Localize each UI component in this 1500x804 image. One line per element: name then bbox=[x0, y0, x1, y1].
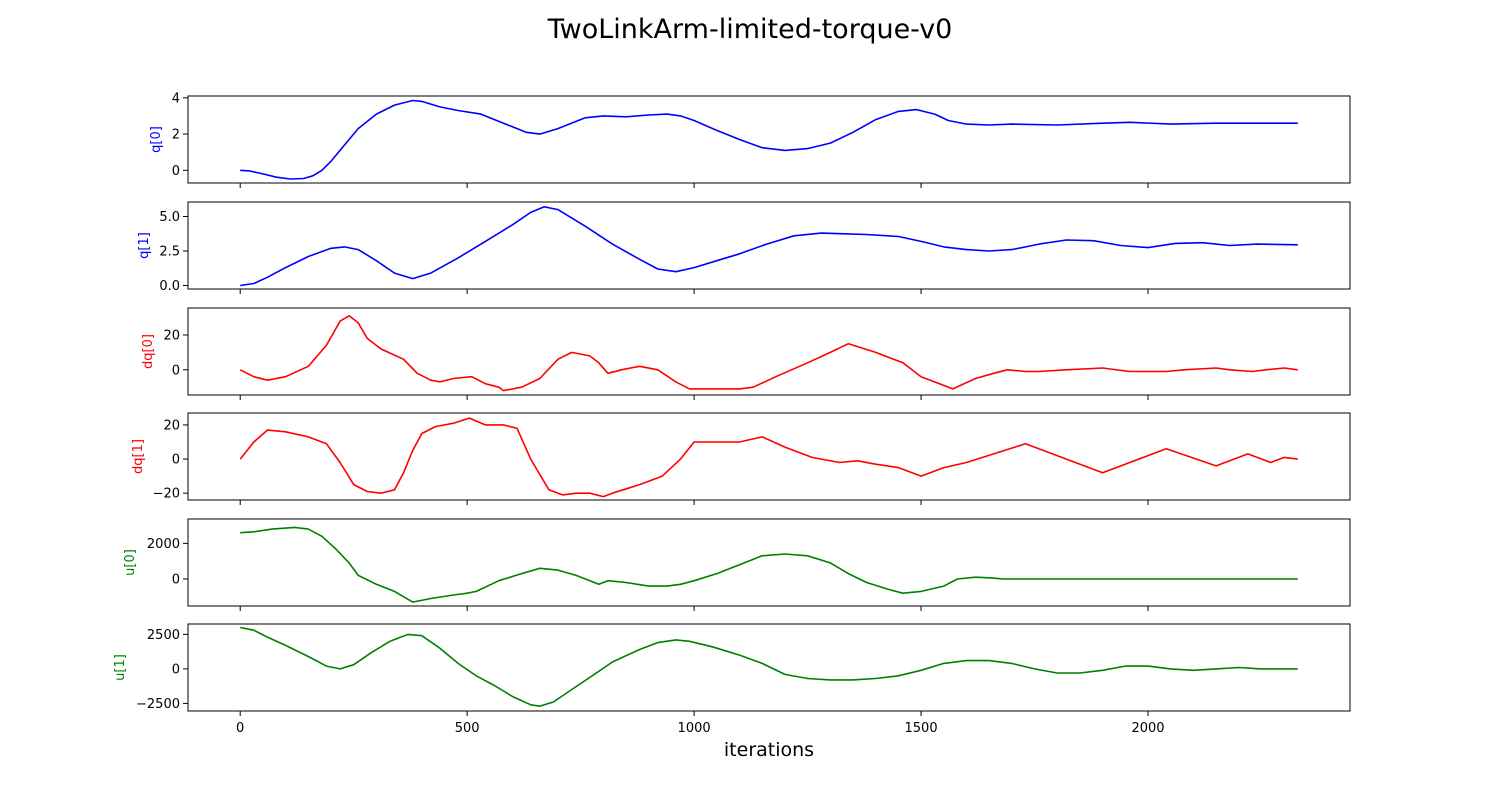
plot-frame bbox=[187, 95, 1351, 184]
y-tick-label: 0 bbox=[172, 572, 180, 587]
y-tick-label: 0 bbox=[172, 164, 180, 179]
plot-frame bbox=[187, 307, 1351, 396]
subplot-dq[1]: −20 0 20 dq[1] bbox=[131, 412, 1351, 505]
y-axis-label: q[0] bbox=[149, 126, 164, 153]
y-axis-label: dq[1] bbox=[131, 439, 146, 474]
plot-frame bbox=[187, 518, 1351, 607]
y-tick-label: 0 bbox=[172, 662, 180, 677]
x-axis-label: iterations bbox=[724, 739, 814, 761]
y-tick-label: −2500 bbox=[136, 697, 180, 712]
x-tick-label: 1000 bbox=[678, 721, 711, 736]
y-axis-label: q[1] bbox=[137, 232, 152, 259]
y-tick-label: 4 bbox=[172, 91, 180, 106]
y-tick-label: −20 bbox=[153, 487, 180, 502]
y-tick-label: 2000 bbox=[147, 537, 180, 552]
y-tick-label: 0.0 bbox=[159, 279, 180, 294]
y-tick-label: 0 bbox=[172, 453, 180, 468]
y-axis-label: u[1] bbox=[113, 654, 128, 681]
subplot-u[0]: 0 2000 u[0] bbox=[123, 518, 1351, 611]
subplot-dq[0]: 0 20 dq[0] bbox=[141, 307, 1351, 400]
x-tick-label: 1500 bbox=[905, 721, 938, 736]
y-axis-label: dq[0] bbox=[141, 334, 156, 369]
y-tick-label: 20 bbox=[163, 418, 180, 433]
plot-frame bbox=[187, 412, 1351, 501]
series-line bbox=[239, 417, 1298, 498]
series-line bbox=[240, 206, 1298, 287]
figure-title: TwoLinkArm-limited-torque-v0 bbox=[547, 14, 953, 45]
plot-frame bbox=[187, 623, 1351, 712]
subplot-q[0]: 0 2 4 q[0] bbox=[149, 91, 1351, 188]
plot-frame bbox=[187, 201, 1351, 290]
x-tick-label: 2000 bbox=[1131, 721, 1164, 736]
y-tick-label: 2.5 bbox=[159, 245, 180, 260]
series-line bbox=[240, 99, 1298, 180]
series-line bbox=[239, 315, 1298, 392]
x-tick-label: 0 bbox=[236, 721, 244, 736]
y-tick-label: 20 bbox=[163, 328, 180, 343]
subplots: 0 2 4 q[0] 0.0 2.5 5.0 q[1] 0 20 dq[0] −20 0 20 dq[1] 0… bbox=[113, 91, 1351, 736]
y-tick-label: 0 bbox=[172, 363, 180, 378]
series-line bbox=[240, 526, 1298, 603]
y-tick-label: 2500 bbox=[147, 628, 180, 643]
y-tick-label: 5.0 bbox=[159, 210, 180, 225]
subplot-q[1]: 0.0 2.5 5.0 q[1] bbox=[137, 201, 1351, 294]
subplot-u[1]: −2500 0 2500 0 500 1000 1500 2000 u[1] bbox=[113, 623, 1351, 736]
y-tick-label: 2 bbox=[172, 128, 180, 143]
series-line bbox=[240, 626, 1298, 707]
y-axis-label: u[0] bbox=[123, 549, 138, 576]
x-tick-label: 500 bbox=[455, 721, 480, 736]
